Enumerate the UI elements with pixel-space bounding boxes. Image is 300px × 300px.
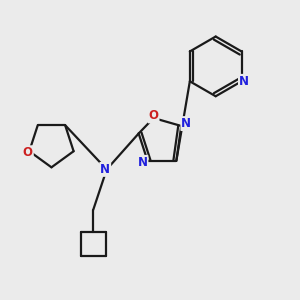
Text: N: N: [100, 163, 110, 176]
Text: O: O: [148, 110, 159, 122]
Text: N: N: [239, 75, 249, 88]
Text: N: N: [181, 117, 191, 130]
Text: N: N: [137, 156, 148, 169]
Text: O: O: [23, 146, 33, 159]
